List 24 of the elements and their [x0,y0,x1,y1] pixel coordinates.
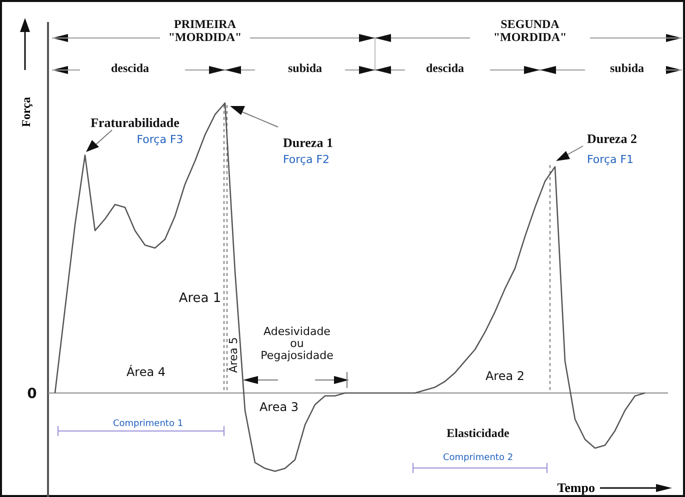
annotation: Força F2 [283,153,330,166]
annotation: Area 2 [485,369,525,383]
annotation: Força F3 [136,133,184,146]
annotation: Área 4 [126,364,166,379]
text: descida [110,61,150,75]
x-axis-title: Tempo [557,480,595,495]
annotation: Comprimento 2 [442,453,514,463]
annotation: Elasticidade [446,426,510,440]
annotation: Fraturabilidade [90,115,180,130]
annotation: Dureza 1 [283,135,333,150]
annotation: Area 3 [259,400,299,414]
annotation: Area 1 [178,291,222,306]
text: subida [288,61,322,75]
text: descida [426,61,464,75]
y-axis-title: Força [19,97,33,127]
text: PRIMEIRA "MORDIDA" [168,17,242,44]
annotation: Área 5 [226,337,240,373]
annotation: Força F1 [587,153,634,166]
text: subida [610,61,644,75]
annotation: Adesividade ou Pegajosidade [260,325,334,362]
annotation: Dureza 2 [587,131,637,146]
text: SEGUNDA "MORDIDA" [493,17,567,44]
annotation: Comprimento 1 [112,419,184,429]
text: 0 [27,386,38,402]
